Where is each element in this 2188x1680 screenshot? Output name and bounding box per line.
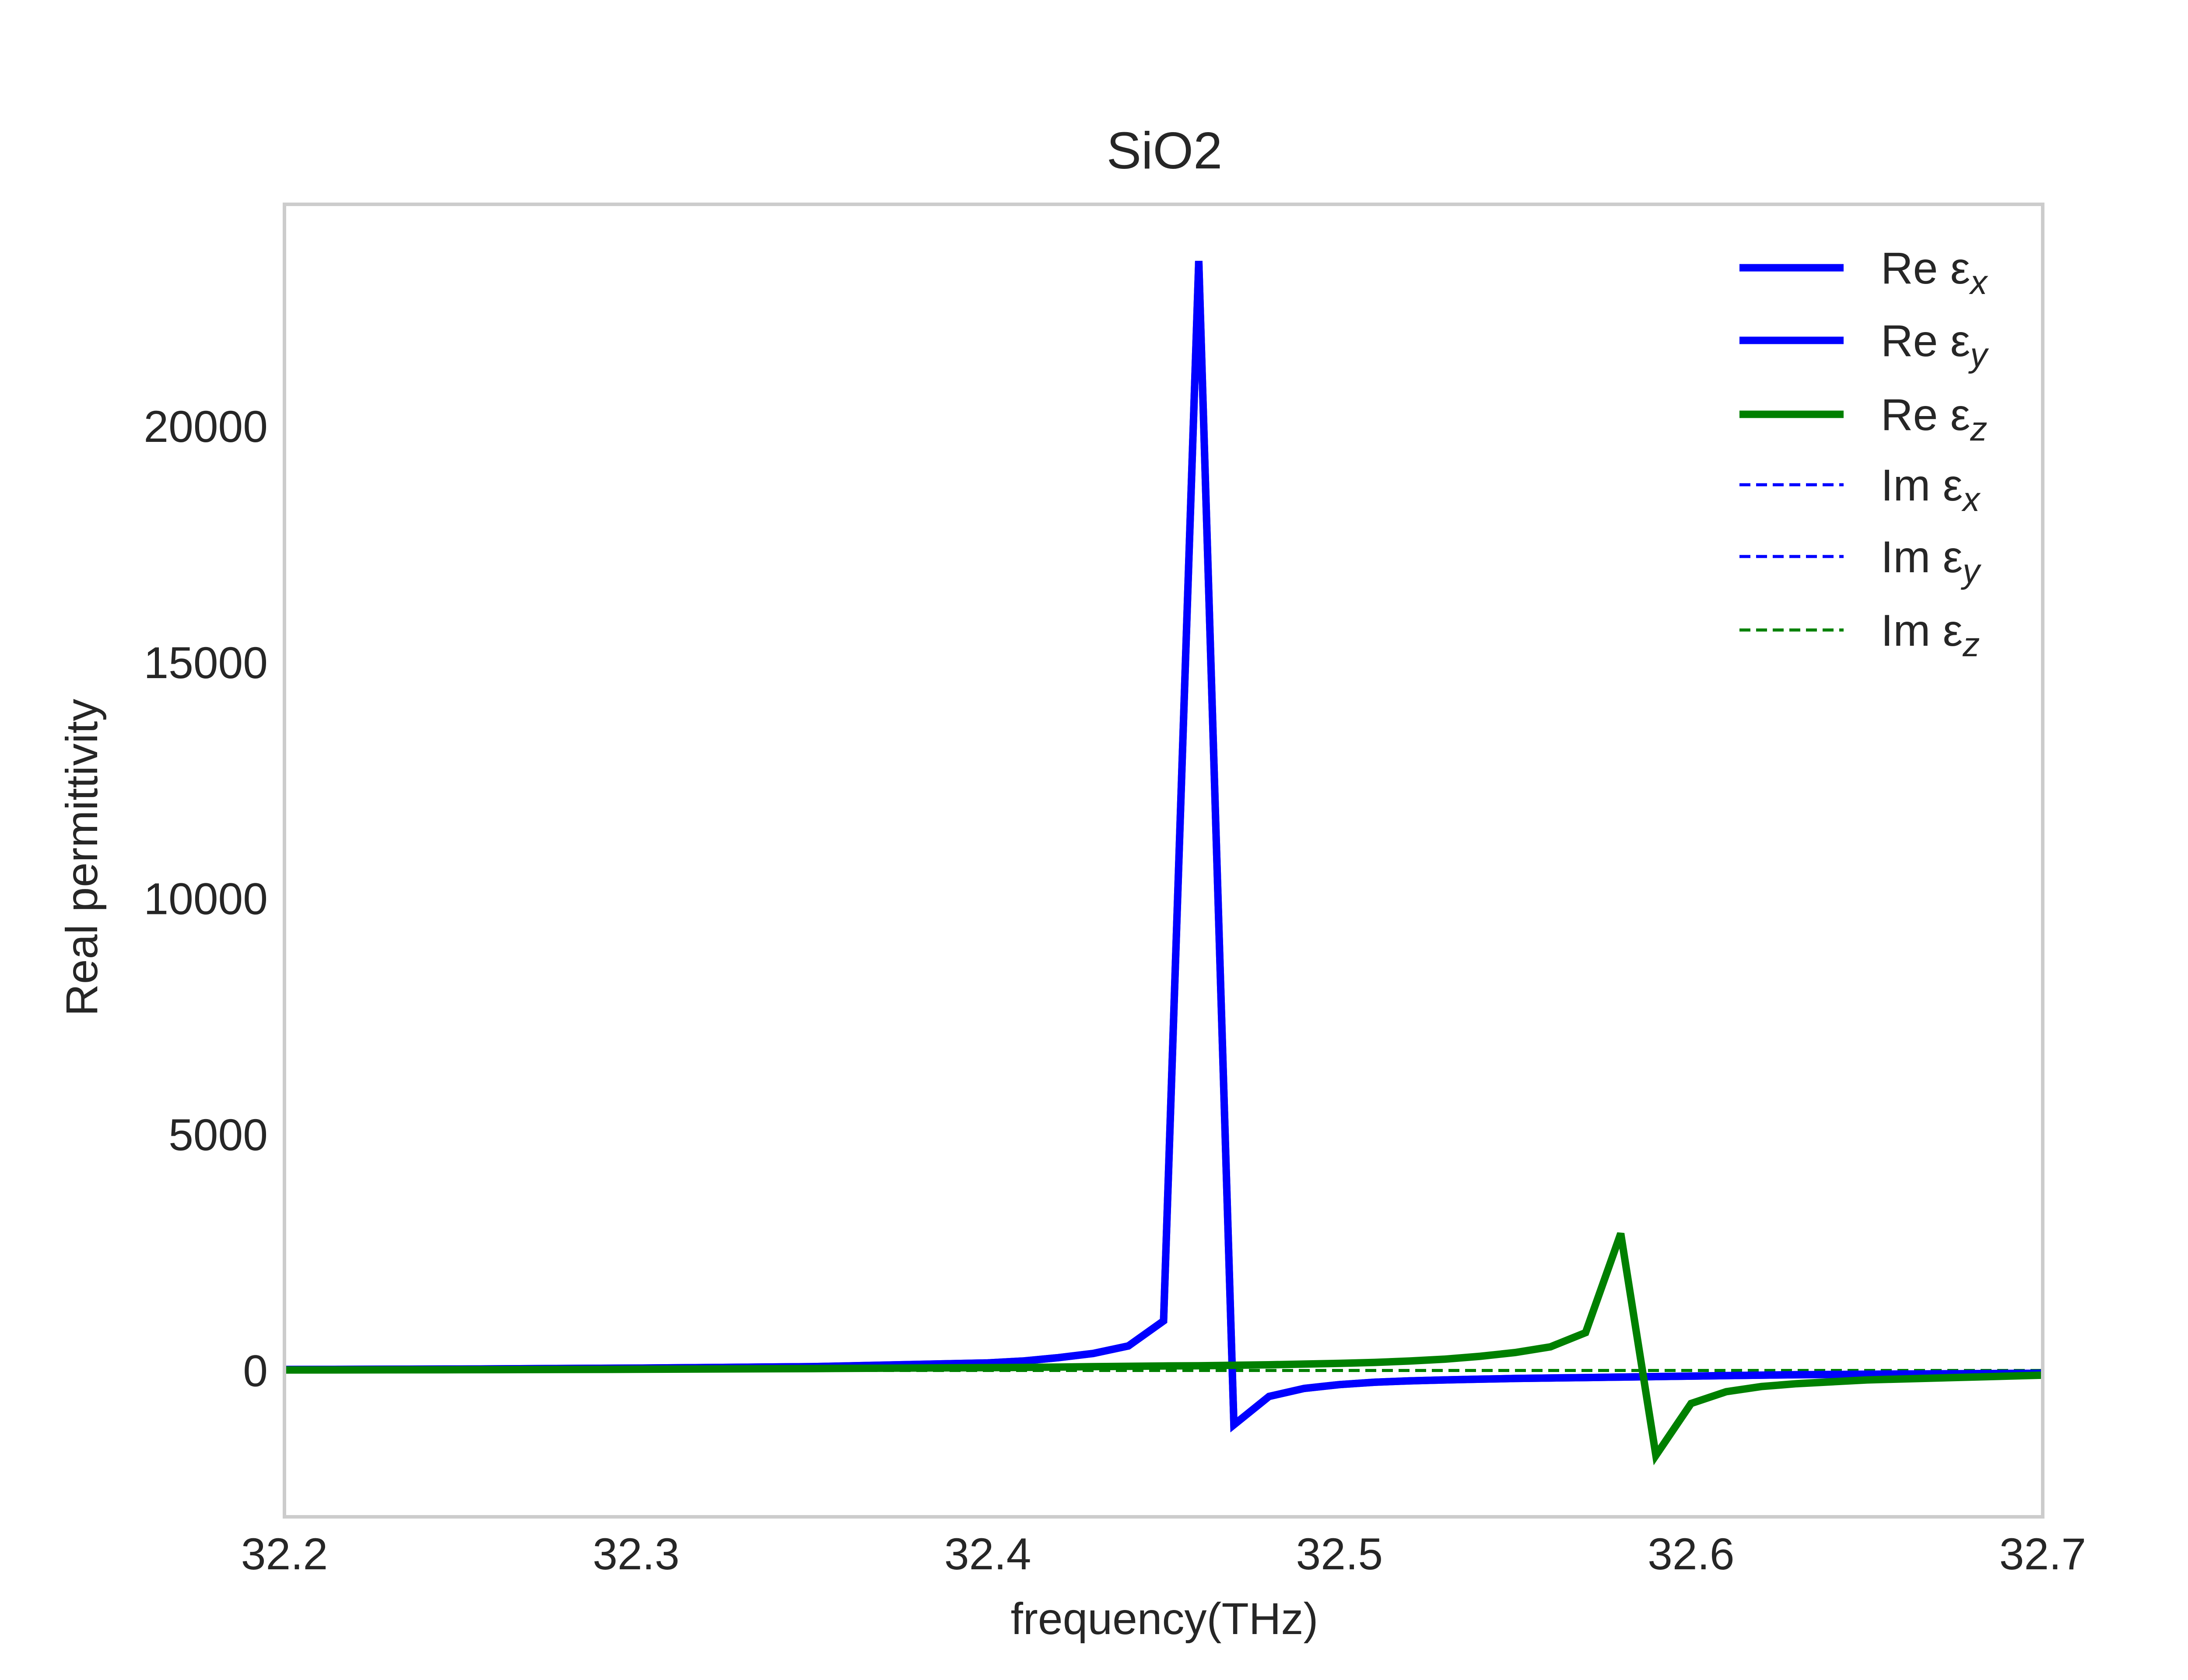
series-lines (284, 261, 2043, 1466)
series-line-3 (284, 1232, 2043, 1466)
y-tick-label: 15000 (144, 638, 268, 688)
series-line-2 (284, 261, 2043, 1432)
y-ticks: 0 5000 10000 15000 20000 (144, 402, 268, 1396)
legend-label: Im εy (1881, 532, 1981, 590)
legend-label: Re εx (1881, 243, 1988, 301)
legend: Re εx Re εy Re εz Im εx Im εy Im εz (1739, 243, 1989, 664)
x-tick-label: 32.3 (593, 1529, 680, 1579)
y-tick-label: 0 (243, 1346, 268, 1396)
x-axis-label: frequency(THz) (1011, 1594, 1318, 1644)
y-tick-label: 20000 (144, 402, 268, 452)
x-tick-label: 32.7 (1999, 1529, 2086, 1579)
y-tick-label: 5000 (168, 1110, 268, 1160)
axes-border (283, 203, 2044, 1519)
y-tick-label: 10000 (144, 874, 268, 924)
legend-label: Im εz (1881, 606, 1980, 664)
legend-label: Im εx (1881, 460, 1981, 518)
legend-label: Re εz (1881, 390, 1987, 448)
legend-label: Re εy (1881, 316, 1989, 374)
x-tick-label: 32.2 (241, 1529, 328, 1579)
x-tick-label: 32.4 (944, 1529, 1031, 1579)
x-tick-label: 32.6 (1648, 1529, 1735, 1579)
x-ticks: 32.2 32.3 32.4 32.5 32.6 32.7 (241, 1529, 2086, 1579)
y-axis-label: Real permittivity (57, 699, 107, 1016)
chart-title: SiO2 (1107, 122, 1223, 180)
axes-frame (283, 203, 2044, 1519)
x-tick-label: 32.5 (1296, 1529, 1383, 1579)
